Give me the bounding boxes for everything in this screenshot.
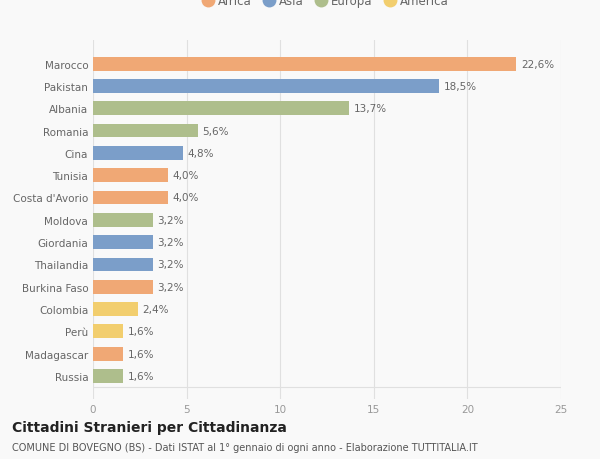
Bar (93, 235, 153, 250)
Bar (93, 325, 123, 339)
Bar (93, 146, 183, 161)
Text: COMUNE DI BOVEGNO (BS) - Dati ISTAT al 1° gennaio di ogni anno - Elaborazione TU: COMUNE DI BOVEGNO (BS) - Dati ISTAT al 1… (12, 442, 478, 452)
Bar (93, 102, 349, 116)
Text: 22,6%: 22,6% (521, 60, 554, 69)
Text: 3,2%: 3,2% (158, 260, 184, 270)
Bar (93, 57, 516, 72)
Text: 13,7%: 13,7% (354, 104, 387, 114)
Text: 1,6%: 1,6% (128, 371, 154, 381)
Text: 2,4%: 2,4% (143, 304, 169, 314)
Bar (93, 80, 439, 94)
Text: 3,2%: 3,2% (158, 282, 184, 292)
Text: 4,8%: 4,8% (188, 149, 214, 158)
Bar (93, 347, 123, 361)
Text: 3,2%: 3,2% (158, 238, 184, 247)
Bar (93, 280, 153, 294)
Text: 18,5%: 18,5% (444, 82, 477, 92)
Text: 1,6%: 1,6% (128, 349, 154, 359)
Text: Cittadini Stranieri per Cittadinanza: Cittadini Stranieri per Cittadinanza (12, 420, 287, 434)
Text: 1,6%: 1,6% (128, 327, 154, 336)
Bar (93, 369, 123, 383)
Text: 4,0%: 4,0% (173, 193, 199, 203)
Text: 4,0%: 4,0% (173, 171, 199, 181)
Bar (93, 213, 153, 227)
Bar (93, 258, 153, 272)
Legend: Africa, Asia, Europa, America: Africa, Asia, Europa, America (202, 0, 452, 12)
Bar (93, 124, 198, 138)
Text: 5,6%: 5,6% (203, 126, 229, 136)
Text: 3,2%: 3,2% (158, 215, 184, 225)
Bar (93, 302, 138, 316)
Bar (93, 169, 168, 183)
Bar (93, 191, 168, 205)
